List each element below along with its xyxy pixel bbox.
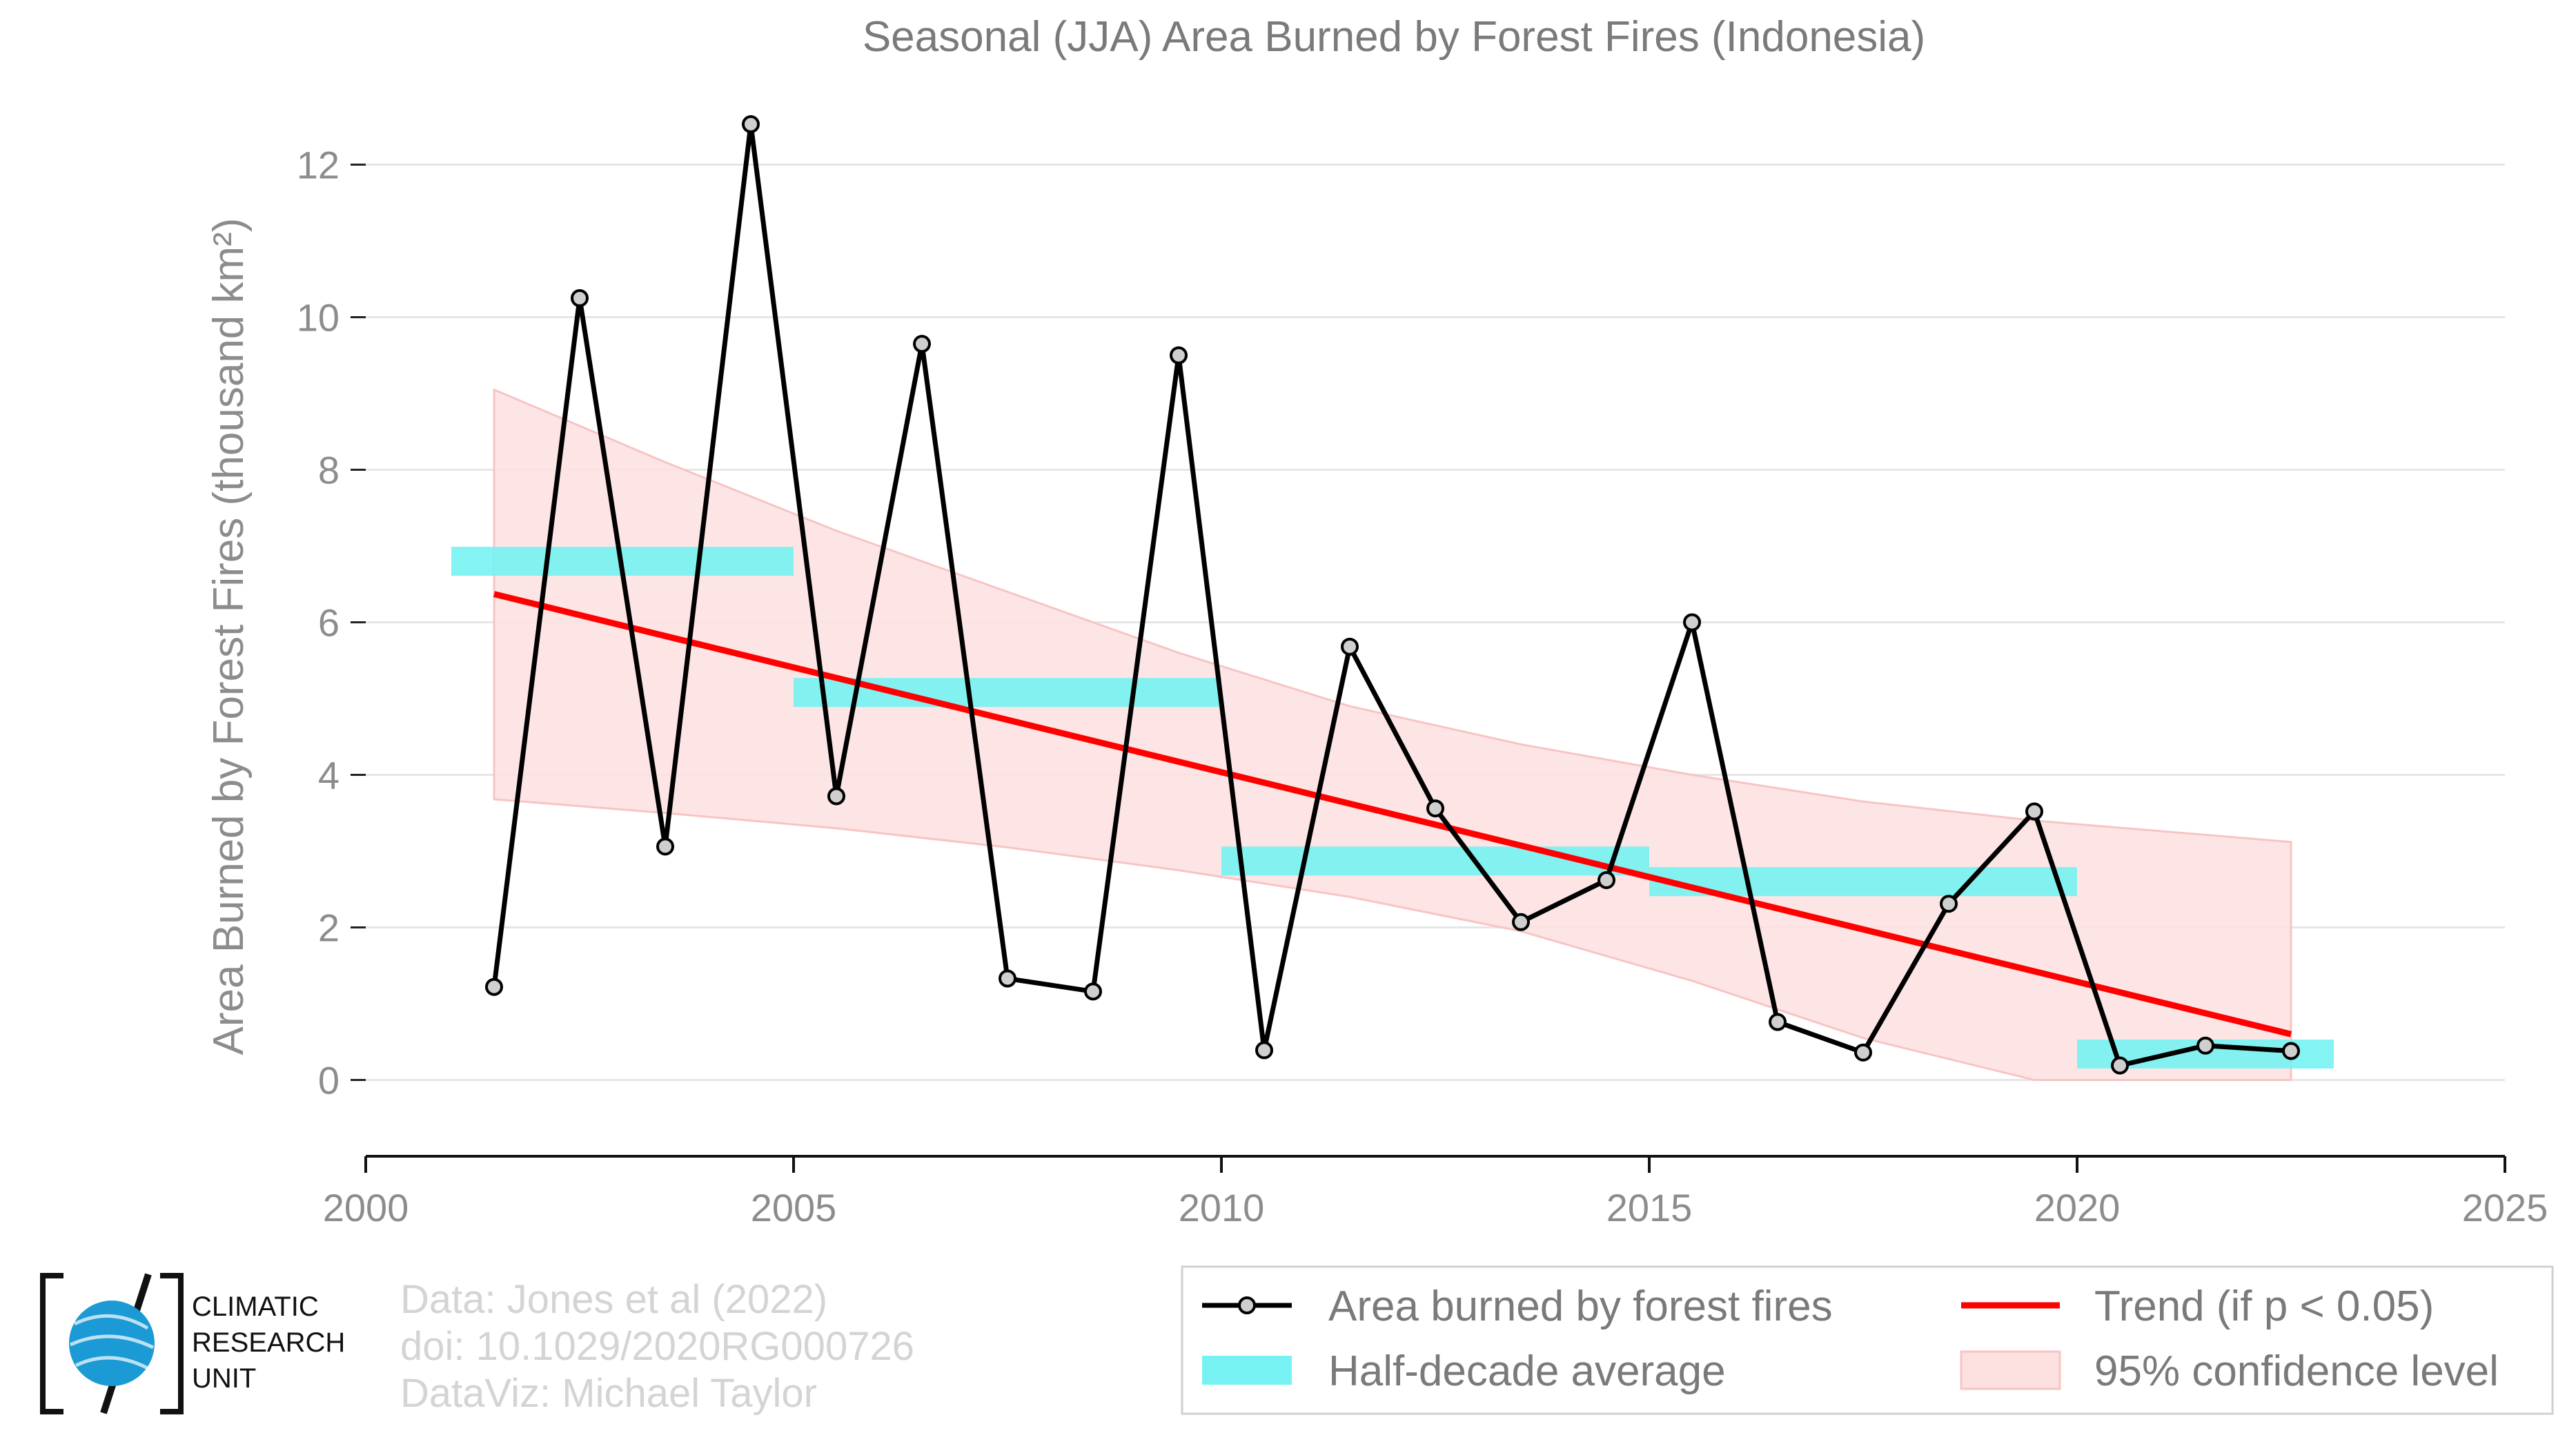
logo-text-line3: UNIT <box>192 1363 256 1394</box>
data-point <box>571 289 589 307</box>
x-tick-label: 2025 <box>2462 1186 2548 1229</box>
y-tick-label: 8 <box>318 449 340 492</box>
data-point <box>485 977 503 996</box>
data-point <box>1854 1043 1872 1062</box>
confidence-band-area <box>493 388 2292 1081</box>
data-point <box>2025 802 2043 821</box>
credit-doi: doi: 10.1029/2020RG000726 <box>400 1324 914 1369</box>
y-tick-label: 6 <box>318 601 340 645</box>
data-point <box>1683 613 1701 632</box>
logo-bracket-right <box>160 1273 184 1414</box>
data-point <box>1512 913 1530 931</box>
y-tick-label: 4 <box>318 754 340 797</box>
axes: 2000 2005 2010 2015 2020 2025 <box>323 1155 2548 1229</box>
y-tick-label: 10 <box>297 296 340 340</box>
confidence-band <box>493 388 2292 1081</box>
legend: Area burned by forest fires Trend (if p … <box>1181 1265 2554 1415</box>
data-point <box>742 115 760 133</box>
x-tick-label: 2015 <box>1606 1186 1693 1229</box>
data-point <box>827 787 845 806</box>
logo-text-line1: CLIMATIC <box>192 1292 319 1322</box>
legend-half-decade-label: Half-decade average <box>1328 1347 1726 1395</box>
data-point <box>1940 895 1958 913</box>
logo-bracket-left <box>40 1273 63 1414</box>
credit-data-source: Data: Jones et al (2022) <box>400 1277 827 1322</box>
data-point <box>913 335 931 353</box>
data-point <box>1084 982 1102 1001</box>
y-tick-label: 12 <box>297 144 340 187</box>
legend-confidence-label: 95% confidence level <box>2094 1347 2499 1395</box>
data-point <box>1341 637 1359 656</box>
data-point <box>2111 1056 2129 1075</box>
data-point <box>656 837 674 856</box>
legend-series-marker <box>1238 1296 1256 1314</box>
series-line <box>491 121 2292 1069</box>
y-tick-label: 2 <box>318 906 340 950</box>
x-tick-label: 2000 <box>323 1186 409 1229</box>
data-point <box>1426 799 1444 818</box>
x-tick-label: 2010 <box>1179 1186 1265 1229</box>
credit-dataviz: DataViz: Michael Taylor <box>400 1371 817 1416</box>
y-tick-label: 0 <box>318 1059 340 1102</box>
legend-half-decade-swatch <box>1202 1356 1292 1385</box>
x-tick-label: 2005 <box>751 1186 837 1229</box>
data-point <box>1170 346 1188 364</box>
data-point <box>2282 1042 2300 1060</box>
legend-series-label: Area burned by forest fires <box>1328 1283 1833 1330</box>
data-point <box>1597 870 1615 889</box>
series-area-burned <box>485 115 2300 1075</box>
x-tick-label: 2020 <box>2034 1186 2121 1229</box>
chart-title: Seasonal (JJA) Area Burned by Forest Fir… <box>863 13 1925 61</box>
legend-box <box>1181 1265 2554 1415</box>
legend-confidence-swatch <box>1960 1350 2061 1390</box>
trend-line-group <box>493 591 2292 1038</box>
globe-lines-icon <box>69 1314 155 1370</box>
y-axis-label: Area Burned by Forest Fires (thousand km… <box>205 218 253 1055</box>
logo-text-line2: RESEARCH <box>192 1327 345 1358</box>
data-point <box>2196 1036 2214 1055</box>
data-point <box>999 969 1016 988</box>
data-point <box>1255 1041 1273 1060</box>
trend-line <box>493 591 2292 1038</box>
legend-trend-label: Trend (if p < 0.05) <box>2094 1283 2434 1330</box>
cru-logo: CLIMATIC RESEARCH UNIT <box>40 1273 345 1414</box>
data-point <box>1769 1013 1787 1031</box>
